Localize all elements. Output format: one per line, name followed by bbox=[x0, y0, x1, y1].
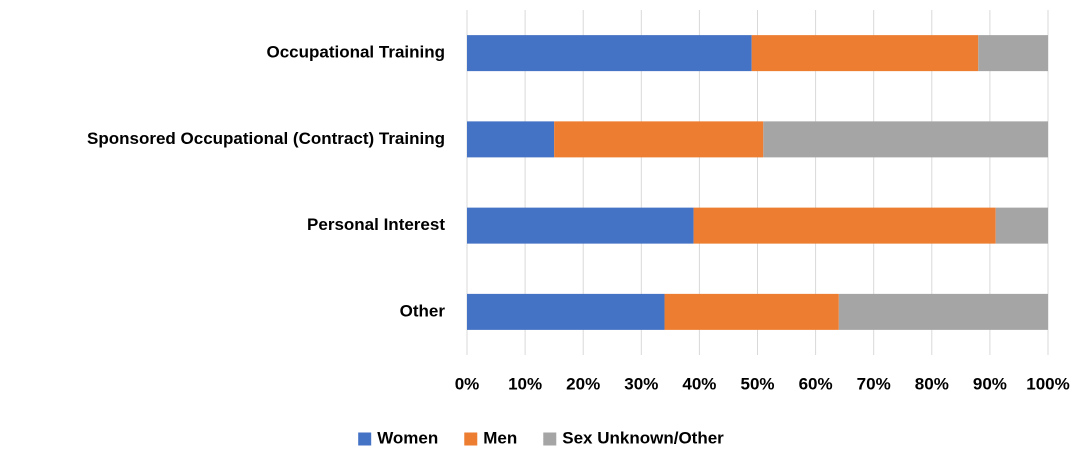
bar-segment bbox=[467, 207, 694, 244]
bar-segment bbox=[664, 293, 839, 330]
x-tick-label: 90% bbox=[973, 374, 1007, 393]
x-tick-label: 70% bbox=[857, 374, 891, 393]
x-tick-label: 30% bbox=[624, 374, 658, 393]
y-tick-label: Personal Interest bbox=[307, 215, 445, 234]
x-tick-label: 20% bbox=[566, 374, 600, 393]
x-tick-label: 100% bbox=[1026, 374, 1069, 393]
legend-swatch bbox=[543, 432, 557, 446]
y-tick-label: Other bbox=[400, 301, 446, 320]
legend-swatch bbox=[358, 432, 372, 446]
x-tick-label: 80% bbox=[915, 374, 949, 393]
legend-label: Men bbox=[483, 428, 517, 447]
x-tick-label: 10% bbox=[508, 374, 542, 393]
y-tick-label: Sponsored Occupational (Contract) Traini… bbox=[87, 129, 445, 148]
bar-segment bbox=[467, 35, 752, 72]
bar-segment bbox=[693, 207, 996, 244]
bar-segment bbox=[467, 121, 555, 158]
legend-label: Sex Unknown/Other bbox=[562, 428, 724, 447]
bar-segment bbox=[467, 293, 665, 330]
bar-segment bbox=[978, 35, 1048, 72]
x-tick-label: 0% bbox=[455, 374, 480, 393]
legend-swatch bbox=[464, 432, 478, 446]
bar-segment bbox=[554, 121, 764, 158]
x-tick-label: 40% bbox=[682, 374, 716, 393]
bar-segment bbox=[751, 35, 979, 72]
legend-label: Women bbox=[377, 428, 438, 447]
bar-segment bbox=[995, 207, 1048, 244]
bar-segment bbox=[763, 121, 1048, 158]
bar-segment bbox=[838, 293, 1048, 330]
x-tick-label: 50% bbox=[740, 374, 774, 393]
x-tick-label: 60% bbox=[799, 374, 833, 393]
y-tick-label: Occupational Training bbox=[266, 43, 445, 62]
